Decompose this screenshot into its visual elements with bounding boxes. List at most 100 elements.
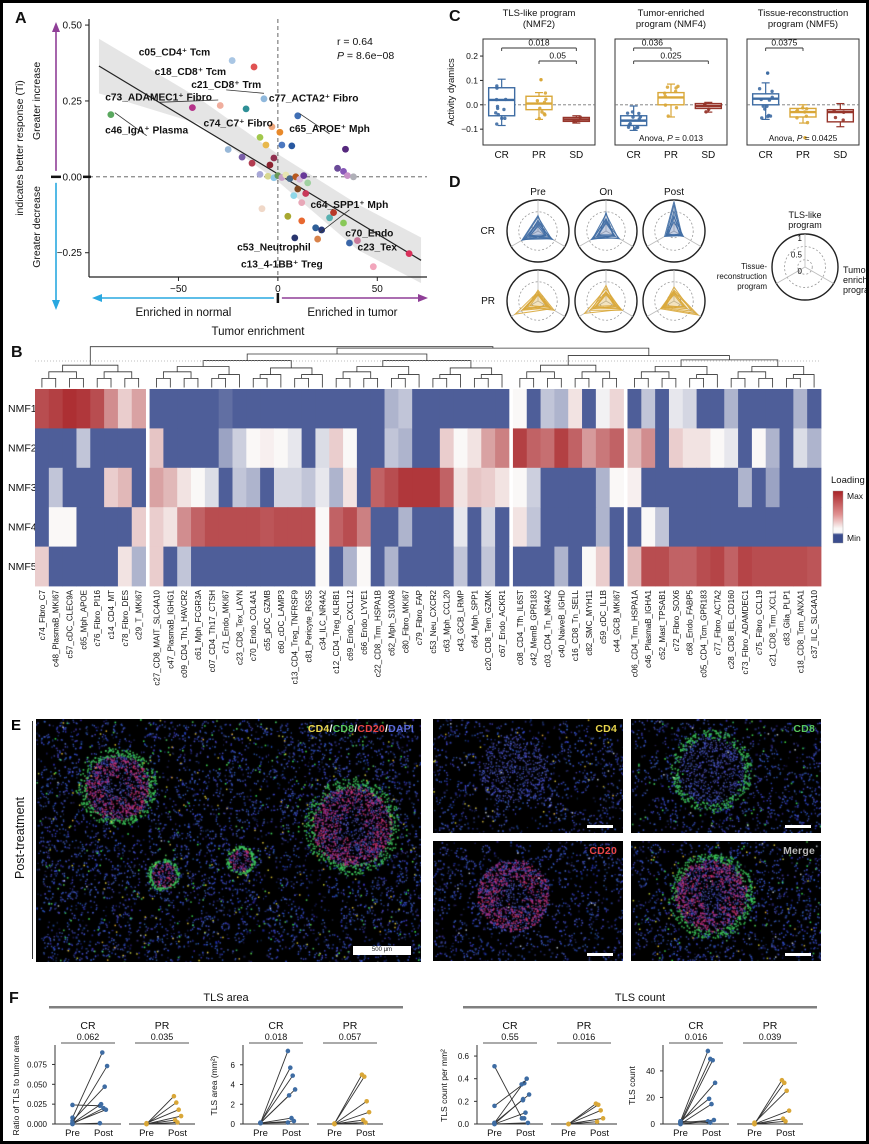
heatmap-cell bbox=[568, 389, 583, 429]
p-value-label: 0.035 bbox=[151, 1032, 174, 1042]
scatter-point bbox=[242, 105, 250, 113]
heatmap-cell bbox=[655, 428, 670, 469]
heatmap-col-label: c69_Endo_CXCL12 bbox=[346, 589, 355, 660]
jitter-point bbox=[804, 114, 809, 118]
heatmap-cell bbox=[204, 546, 220, 587]
heatmap-cell bbox=[232, 428, 247, 469]
x-tick-label: Post bbox=[590, 1128, 609, 1139]
pair-line bbox=[680, 1098, 710, 1122]
scatter-point bbox=[107, 111, 115, 119]
heatmap-cell bbox=[609, 507, 624, 547]
heatmap-cell bbox=[426, 428, 441, 469]
pre-point bbox=[566, 1121, 571, 1127]
jitter-point bbox=[496, 112, 500, 117]
heatmap-col-label: c18_CD8_Tcm_ANXA1 bbox=[796, 589, 805, 673]
heatmap-cell bbox=[467, 507, 482, 547]
separator: / bbox=[354, 723, 358, 735]
scatter-point bbox=[344, 172, 351, 180]
heatmap-col-label: c71_Endo_MKI67 bbox=[222, 589, 231, 653]
heatmap-cell bbox=[655, 546, 670, 587]
heatmap-cell bbox=[90, 507, 105, 547]
heatmap-cell bbox=[668, 546, 684, 587]
heatmap-cell bbox=[751, 507, 767, 547]
heatmap-col-label: c47_PlasmaB_IGHG1 bbox=[166, 589, 175, 668]
jitter-point bbox=[495, 104, 500, 109]
heatmap-cell bbox=[696, 546, 711, 587]
pair-line bbox=[680, 1060, 714, 1125]
heatmap-cell bbox=[232, 507, 247, 547]
enriched-normal-label: Enriched in normal bbox=[135, 307, 231, 319]
heatmap-cell bbox=[191, 546, 206, 587]
heatmap-cell bbox=[384, 507, 399, 547]
heatmap-cell bbox=[384, 467, 399, 508]
post-point bbox=[784, 1088, 789, 1094]
scatter-point bbox=[268, 123, 276, 131]
jitter-point bbox=[635, 125, 640, 130]
heatmap-col-label: c07_CD4_Th17_CTSH bbox=[208, 590, 217, 672]
stain-marker-cd4: CD4 bbox=[307, 723, 330, 735]
heatmap-cell bbox=[356, 467, 372, 508]
post-point bbox=[104, 1063, 110, 1069]
heatmap-cell bbox=[131, 546, 146, 587]
heatmap-cell bbox=[131, 507, 146, 547]
x-tick-label: 0 bbox=[275, 284, 281, 295]
heatmap-cell bbox=[568, 507, 583, 547]
heatmap-cell bbox=[627, 507, 642, 547]
post-point bbox=[712, 1080, 718, 1086]
scale-bar-small bbox=[587, 825, 613, 828]
jitter-point bbox=[633, 127, 637, 131]
heatmap-cell bbox=[370, 507, 385, 547]
heatmap-cell bbox=[439, 389, 455, 429]
pair-line bbox=[334, 1122, 366, 1125]
post-point bbox=[519, 1082, 524, 1087]
point-label: c74_C7⁺ Fibro bbox=[203, 119, 272, 130]
heatmap-col-label: c40_NaiveB_IGHD bbox=[557, 590, 566, 658]
heatmap-col-label: c13_CD4_Treg_TNFRSF9 bbox=[291, 589, 300, 684]
heatmap-cell bbox=[204, 507, 220, 547]
y-tick-label: 0 bbox=[651, 1120, 656, 1129]
heatmap-cell bbox=[315, 546, 330, 587]
heatmap-cell bbox=[696, 428, 711, 469]
scale-bar-small bbox=[785, 953, 811, 956]
heatmap-cell bbox=[329, 507, 344, 547]
row-label: CR bbox=[481, 226, 495, 237]
heatmap-cell bbox=[177, 467, 192, 508]
heatmap-cell bbox=[287, 507, 303, 547]
jitter-point bbox=[503, 116, 507, 121]
point-label: c23_Tex bbox=[358, 242, 398, 253]
treatment-timepoint-label: Post-treatment bbox=[13, 797, 27, 879]
panel-e-letter: E bbox=[11, 717, 22, 734]
jitter-point bbox=[495, 122, 499, 126]
heatmap-cell bbox=[384, 546, 399, 587]
pair-line bbox=[334, 1074, 363, 1124]
x-tick-label: −50 bbox=[170, 284, 187, 295]
point-label: c65_APOE⁺ Mph bbox=[289, 124, 370, 135]
heatmap-cell bbox=[467, 546, 482, 587]
post-point bbox=[178, 1113, 184, 1119]
heatmap-cell bbox=[595, 428, 611, 469]
jitter-point bbox=[765, 104, 769, 108]
heatmap-cell bbox=[682, 507, 698, 547]
heatmap-cell bbox=[495, 389, 510, 429]
post-point bbox=[526, 1092, 532, 1097]
post-point bbox=[288, 1065, 293, 1071]
scatter-point bbox=[250, 63, 258, 71]
heatmap-cell bbox=[104, 546, 119, 587]
heatmap-cell bbox=[246, 389, 261, 429]
scatter-point bbox=[288, 142, 296, 150]
heatmap-row-label: NMF2 bbox=[8, 443, 37, 455]
p-value-label: 0.018 bbox=[265, 1032, 288, 1042]
heatmap-cell bbox=[356, 428, 372, 469]
pair-line bbox=[260, 1095, 290, 1124]
group-tick-label: SD bbox=[569, 150, 583, 161]
label-leader-line bbox=[319, 209, 350, 234]
jitter-point bbox=[537, 116, 541, 121]
scatter-point bbox=[256, 133, 264, 141]
jitter-point bbox=[495, 86, 499, 90]
box bbox=[487, 87, 516, 117]
heatmap-col-label: c27_CD8_MAIT_SLC4A10 bbox=[152, 589, 161, 685]
cd20-label: CD20 bbox=[589, 845, 617, 857]
jitter-point bbox=[703, 102, 707, 107]
heatmap-col-label: c68_Endo_FABP5 bbox=[686, 589, 695, 655]
